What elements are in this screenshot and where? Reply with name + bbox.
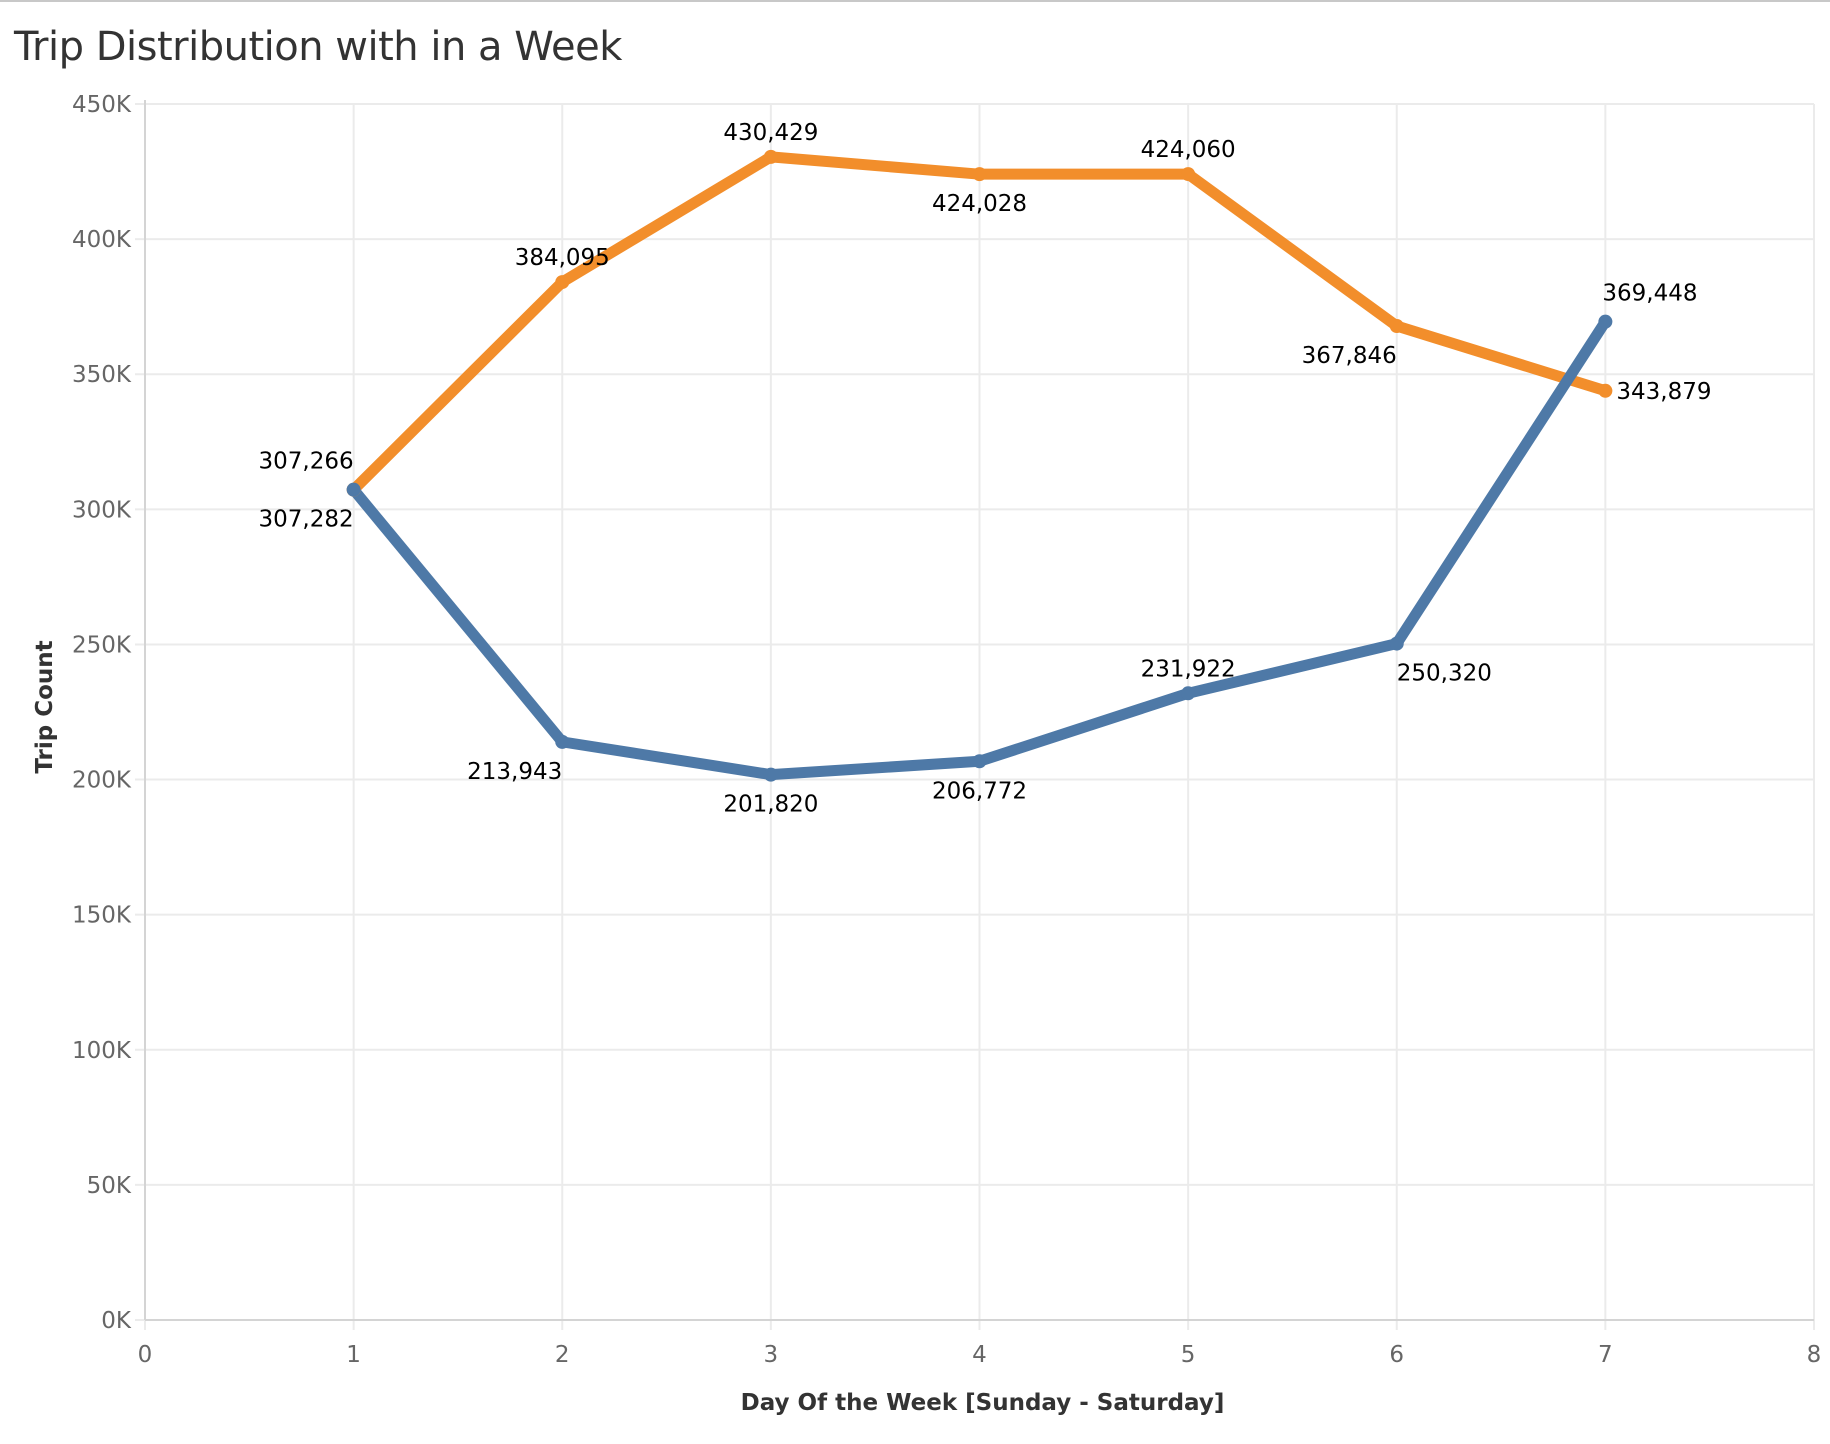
data-label: 424,028 [932,191,1027,217]
y-tick-label: 400K [72,227,132,253]
axes: 0K 50K 100K 150K 200K 250K 300K 350K 400K 450K 0 1 2… [72,92,1821,1368]
data-label: 369,448 [1602,281,1697,307]
data-point [555,275,570,290]
data-label: 206,772 [932,778,1027,804]
data-point [972,167,987,182]
data-point [763,767,778,782]
chart-title: Trip Distribution with in a Week [14,24,622,70]
x-tick-label: 7 [1598,1342,1613,1368]
data-label: 250,320 [1397,661,1492,687]
y-tick-label: 250K [72,632,132,658]
data-point [972,754,987,769]
x-tick-label: 1 [346,1342,361,1368]
y-axis-title: Trip Count [32,640,58,773]
data-point [1181,686,1196,701]
y-tick-label: 50K [87,1173,132,1199]
data-label: 367,846 [1302,343,1397,369]
data-point [1598,383,1613,398]
y-tick-label: 0K [101,1308,132,1334]
data-point [1598,314,1613,329]
y-tick-label: 450K [72,92,132,118]
x-axis-title: Day Of the Week [Sunday - Saturday] [741,1390,1225,1416]
x-tick-label: 6 [1389,1342,1404,1368]
data-point [1181,167,1196,182]
x-tick-label: 2 [555,1342,570,1368]
x-tick-label: 4 [972,1342,987,1368]
data-label: 307,282 [259,507,354,533]
data-label: 424,060 [1141,137,1236,163]
data-labels: 307,266 384,095 430,429 424,028 424,060 367,8… [259,120,1712,818]
series-points [346,149,1613,782]
data-label: 343,879 [1616,379,1711,405]
data-point [1389,318,1404,333]
y-tick-label: 200K [72,768,132,794]
data-point [763,149,778,164]
data-label: 430,429 [723,120,818,146]
data-label: 231,922 [1141,656,1236,682]
x-tick-label: 5 [1181,1342,1196,1368]
data-label: 201,820 [723,792,818,818]
top-border [0,0,1830,2]
y-tick-label: 300K [72,497,132,523]
y-tick-label: 350K [72,362,132,388]
y-tick-label: 100K [72,1038,132,1064]
x-tick-label: 3 [764,1342,779,1368]
y-tick-label: 150K [72,903,132,929]
x-tick-label: 8 [1807,1342,1822,1368]
data-label: 384,095 [515,245,610,271]
data-point [555,734,570,749]
x-tick-label: 0 [138,1342,153,1368]
data-label: 213,943 [467,759,562,785]
data-label: 307,266 [259,449,354,475]
gridlines [135,103,1815,1330]
data-point [1389,636,1404,651]
data-point [346,482,361,497]
